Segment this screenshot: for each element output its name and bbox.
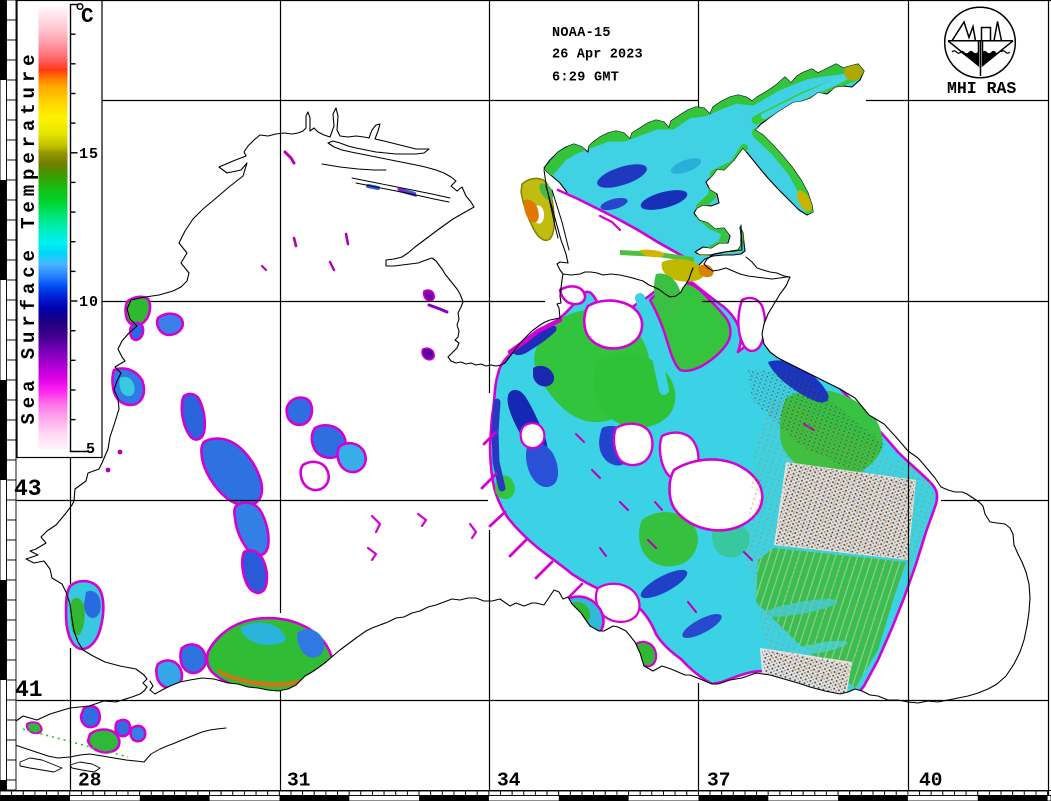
svg-text:NOAA-15: NOAA-15 [552, 26, 611, 41]
svg-text:6:29 GMT: 6:29 GMT [552, 71, 619, 86]
svg-text:43: 43 [14, 476, 42, 502]
svg-text:40: 40 [919, 770, 942, 792]
svg-text:Sea Surface Temperature: Sea Surface Temperature [18, 50, 40, 425]
svg-text:10: 10 [79, 294, 99, 311]
svg-text:37: 37 [707, 770, 730, 792]
svg-text:28: 28 [78, 770, 101, 792]
svg-text:15: 15 [79, 146, 99, 163]
svg-text:C: C [81, 6, 94, 29]
svg-text:26 Apr 2023: 26 Apr 2023 [552, 48, 643, 63]
svg-text:5: 5 [86, 441, 95, 458]
svg-text:31: 31 [287, 770, 310, 792]
svg-text:MHI RAS: MHI RAS [947, 79, 1016, 98]
svg-text:41: 41 [15, 677, 43, 703]
svg-text:34: 34 [497, 770, 521, 792]
